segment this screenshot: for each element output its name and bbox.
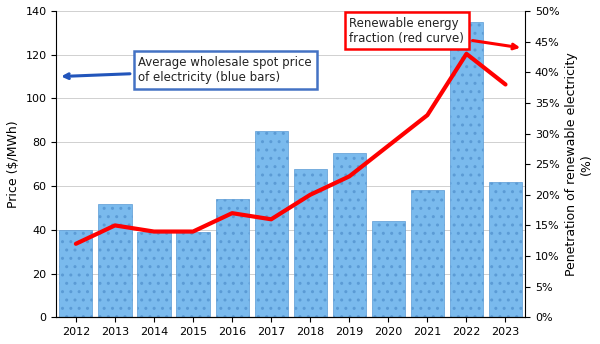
- Bar: [489, 182, 522, 317]
- Y-axis label: Penetration of renewable electricity
(%): Penetration of renewable electricity (%): [565, 52, 593, 276]
- Bar: [372, 221, 405, 317]
- Text: Renewable energy
fraction (red curve): Renewable energy fraction (red curve): [349, 17, 517, 49]
- Bar: [332, 153, 366, 317]
- Bar: [254, 131, 288, 317]
- Text: Average wholesale spot price
of electricity (blue bars): Average wholesale spot price of electric…: [64, 56, 312, 84]
- Bar: [98, 204, 131, 317]
- Bar: [176, 232, 209, 317]
- Bar: [59, 230, 92, 317]
- Bar: [411, 190, 444, 317]
- Bar: [215, 199, 249, 317]
- Y-axis label: Price ($/MWh): Price ($/MWh): [7, 120, 20, 208]
- Bar: [137, 232, 170, 317]
- Bar: [293, 169, 327, 317]
- Bar: [450, 22, 483, 317]
